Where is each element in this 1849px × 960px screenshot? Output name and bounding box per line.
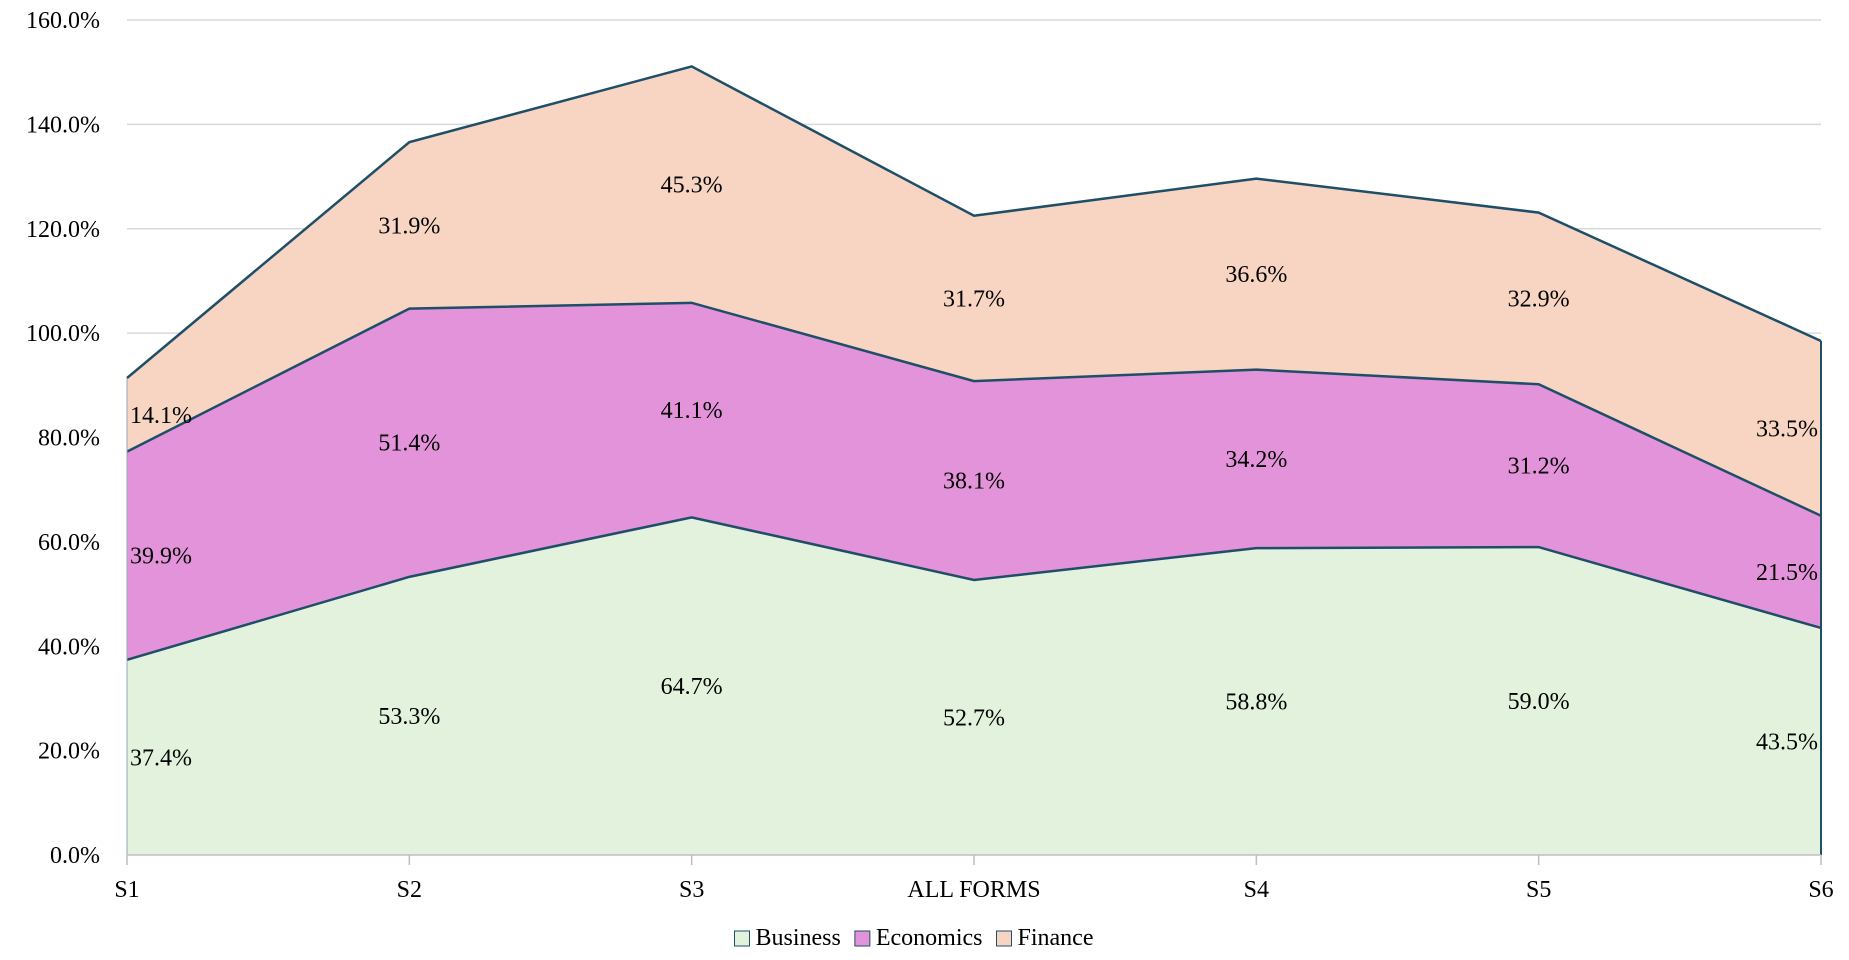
y-tick-label: 120.0% [26,217,100,243]
legend-swatch-finance [996,930,1012,947]
series-line-economics [126,301,1822,517]
legend-item-business: Business [734,925,841,951]
x-tick-label: S3 [679,877,704,903]
x-tick-label: S5 [1526,877,1551,903]
legend: Business Economics Finance [734,925,1094,951]
area-business [127,517,1821,855]
data-label-finance: 36.6% [1225,262,1287,288]
y-tick-label: 100.0% [26,321,100,347]
x-tick-label: S1 [114,877,139,903]
data-label-economics: 34.2% [1225,447,1287,473]
axes: 0.0% 20.0% 40.0% 60.0% 80.0% 100.0% 120.0% 140.… [26,8,1834,903]
data-label-finance: 14.1% [130,403,192,429]
y-tick-label: 0.0% [50,843,100,869]
x-tick-label: S2 [397,877,422,903]
series-line-business [126,516,1822,662]
legend-item-economics: Economics [854,925,983,951]
legend-item-finance: Finance [996,925,1094,951]
x-tick-label: ALL FORMS [907,877,1040,903]
legend-swatch-economics [854,930,871,947]
area-series [126,65,1822,855]
data-label-finance: 31.7% [943,286,1005,312]
y-tick-label: 60.0% [38,530,100,556]
series-line-finance [126,65,1822,379]
y-tick-label: 40.0% [38,634,100,660]
data-label-economics: 41.1% [661,398,723,424]
data-label-finance: 31.9% [378,213,440,239]
data-labels: 37.4% 53.3% 64.7% 52.7% 58.8% 59.0% 43.5% 39.9%… [130,173,1818,772]
data-label-business: 64.7% [661,674,723,700]
data-label-finance: 33.5% [1756,416,1818,442]
y-tick-label: 160.0% [26,8,100,34]
y-tick-label: 20.0% [38,739,100,765]
x-tick-label: S4 [1244,877,1269,903]
x-tick-label: S6 [1808,877,1833,903]
data-label-economics: 38.1% [943,469,1005,495]
legend-swatch-business [734,930,750,947]
data-label-business: 53.3% [378,704,440,730]
legend-label-economics: Economics [876,925,983,951]
data-label-economics: 51.4% [378,431,440,457]
area-economics [127,302,1821,660]
y-tick-label: 140.0% [26,112,100,138]
area-finance [127,66,1821,516]
data-label-business: 52.7% [943,705,1005,731]
data-label-business: 58.8% [1225,690,1287,716]
data-label-finance: 32.9% [1508,286,1570,312]
data-label-business: 37.4% [130,745,192,771]
data-label-economics: 21.5% [1756,560,1818,586]
data-label-finance: 45.3% [661,173,723,199]
y-tick-label: 80.0% [38,426,100,452]
data-label-economics: 31.2% [1508,454,1570,480]
data-label-economics: 39.9% [130,544,192,570]
legend-label-business: Business [756,925,841,951]
data-label-business: 59.0% [1508,689,1570,715]
legend-label-finance: Finance [1018,925,1094,951]
data-label-business: 43.5% [1756,729,1818,755]
